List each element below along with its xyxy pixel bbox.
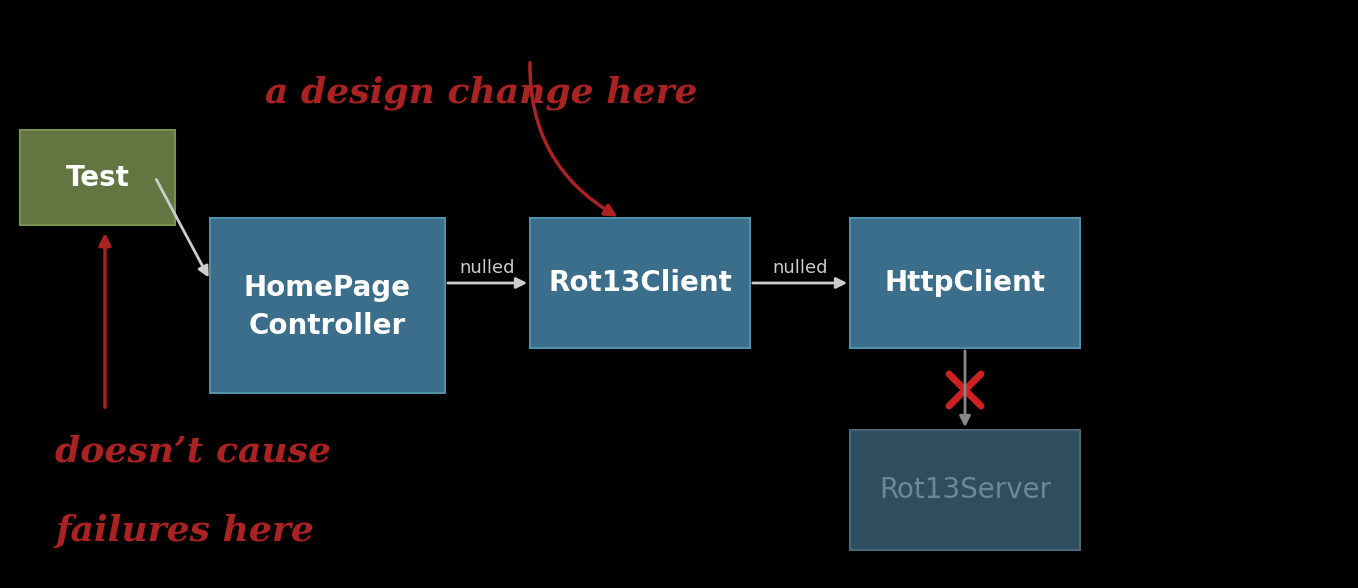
FancyBboxPatch shape — [530, 218, 750, 348]
Text: Test: Test — [65, 163, 129, 192]
Text: nulled: nulled — [773, 259, 828, 277]
Text: HomePage: HomePage — [244, 273, 411, 302]
Text: a design change here: a design change here — [265, 75, 698, 109]
FancyBboxPatch shape — [20, 130, 175, 225]
Text: HttpClient: HttpClient — [884, 269, 1046, 297]
Text: Rot13Client: Rot13Client — [549, 269, 732, 297]
FancyBboxPatch shape — [850, 430, 1080, 550]
Text: Rot13Server: Rot13Server — [879, 476, 1051, 504]
FancyBboxPatch shape — [850, 218, 1080, 348]
Text: Controller: Controller — [249, 312, 406, 339]
FancyBboxPatch shape — [210, 218, 445, 393]
Text: doesn’t cause

failures here: doesn’t cause failures here — [56, 435, 331, 548]
Text: nulled: nulled — [459, 259, 515, 277]
